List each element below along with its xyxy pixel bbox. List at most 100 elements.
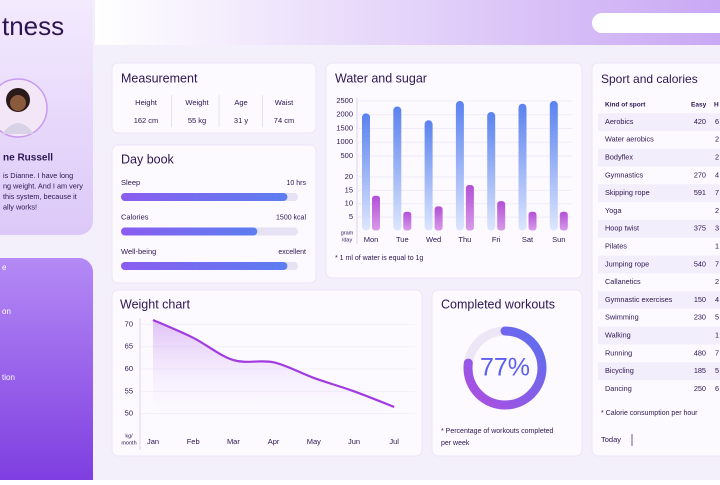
chart-title: Completed workouts	[441, 297, 555, 311]
sugar-bar	[434, 206, 443, 231]
x-tick-label: May	[307, 437, 321, 446]
app-title: tness	[2, 11, 64, 41]
axis-label: month	[121, 440, 136, 446]
donut-label: 77%	[480, 354, 530, 382]
sugar-bar	[559, 211, 568, 231]
item-label: Well-being	[121, 247, 156, 256]
table-header: H	[714, 102, 719, 109]
menu-panel	[0, 258, 93, 485]
y-tick-label: 1000	[336, 137, 353, 146]
measure-value: 31 y	[234, 116, 248, 125]
x-tick-label: Mon	[364, 235, 379, 244]
sugar-bar	[465, 185, 474, 231]
y-tick-label: 55	[125, 386, 133, 395]
table-cell: Running	[605, 348, 632, 357]
table-cell: 540	[694, 259, 706, 268]
chart-title: Weight chart	[120, 297, 190, 311]
table-cell: 2	[715, 135, 719, 144]
x-tick-label: Feb	[187, 437, 200, 446]
x-tick-label: Sat	[522, 235, 534, 244]
measure-label: Age	[234, 98, 247, 107]
sugar-bar	[497, 201, 506, 231]
profile-name: ne Russell	[3, 153, 53, 164]
sugar-bar	[528, 211, 537, 231]
avatar-face	[10, 95, 26, 111]
table-cell: 480	[694, 348, 706, 357]
table-cell: Bodyflex	[605, 153, 633, 162]
weight-line	[152, 318, 395, 408]
profile-bio: this system, because it	[3, 192, 77, 201]
row-shade	[598, 184, 720, 203]
table-cell: 3	[715, 224, 719, 233]
table-cell: Callanetics	[605, 277, 641, 286]
y-tick-label: 1500	[336, 123, 353, 132]
table-cell: 6	[715, 384, 719, 393]
table-cell: 7	[715, 348, 719, 357]
table-cell: 4	[715, 295, 719, 304]
y-tick-label: 70	[125, 319, 133, 328]
profile-card	[0, 0, 93, 235]
water-bar	[549, 101, 558, 231]
table-cell: 1	[715, 331, 719, 340]
table-cell: 1	[715, 242, 719, 251]
measure-label: Height	[135, 98, 158, 107]
menu-item[interactable]: on	[2, 307, 11, 316]
water-bar	[487, 112, 496, 231]
chart-title: Water and sugar	[335, 71, 427, 85]
chart-note: per week	[441, 440, 470, 447]
weight-area	[153, 319, 395, 430]
y2-tick-label: 5	[349, 212, 353, 221]
table-cell: 7	[715, 259, 719, 268]
row-shade	[598, 255, 720, 274]
axis-label: gram	[341, 230, 354, 236]
table-header: Easy	[691, 102, 707, 109]
y2-tick-label: 10	[345, 199, 353, 208]
measure-value: 74 cm	[274, 116, 294, 125]
table-cell: 230	[694, 313, 706, 322]
day-book-card	[111, 144, 317, 284]
search-box[interactable]	[592, 13, 720, 33]
water-bar	[424, 120, 433, 231]
table-cell: 7	[715, 188, 719, 197]
table-cell: 375	[694, 224, 706, 233]
water-bar	[393, 106, 402, 231]
row-shade	[598, 326, 720, 345]
profile-bio: ng weight. And I am very	[3, 181, 83, 190]
menu-item[interactable]: e	[2, 263, 7, 272]
item-label: Calories	[121, 212, 149, 221]
measure-value: 55 kg	[188, 116, 206, 125]
row-shade	[598, 291, 720, 309]
table-cell: Dancing	[605, 384, 632, 393]
avatar-body	[2, 123, 34, 134]
measure-value: 162 cm	[134, 116, 159, 125]
chart-note: * 1 ml of water is equal to 1g	[335, 255, 423, 262]
table-cell: 6	[715, 117, 719, 126]
water-bar	[518, 103, 527, 231]
x-tick-label: Wed	[426, 235, 441, 244]
table-cell: 5	[715, 313, 719, 322]
x-tick-label: Sun	[552, 235, 565, 244]
table-title: Sport and calories	[601, 72, 698, 86]
x-tick-label: Thu	[458, 235, 471, 244]
table-cell: 270	[694, 170, 706, 179]
menu-item[interactable]: tion	[2, 373, 15, 382]
table-cell: Gymnastic exercises	[605, 295, 673, 304]
row-shade	[598, 362, 720, 381]
table-cell: 591	[694, 188, 706, 197]
x-tick-label: Jun	[348, 437, 360, 446]
donut-arc	[463, 326, 547, 410]
water-bar	[455, 101, 464, 231]
progress-bar	[121, 193, 288, 201]
item-label: Sleep	[121, 178, 140, 187]
table-cell: Aerobics	[605, 117, 634, 126]
y-tick-label: 500	[340, 151, 353, 160]
table-cell: Hoop twist	[605, 224, 639, 233]
y-tick-label: 2000	[336, 110, 353, 119]
table-note: * Calorie consumption per hour	[601, 410, 698, 417]
card-title: Day book	[121, 152, 175, 166]
table-header: Kind of sport	[605, 102, 646, 109]
table-cell: 2	[715, 206, 719, 215]
card-title: Measurement	[121, 71, 198, 85]
profile-bio: is Dianne. I have long	[3, 171, 73, 180]
